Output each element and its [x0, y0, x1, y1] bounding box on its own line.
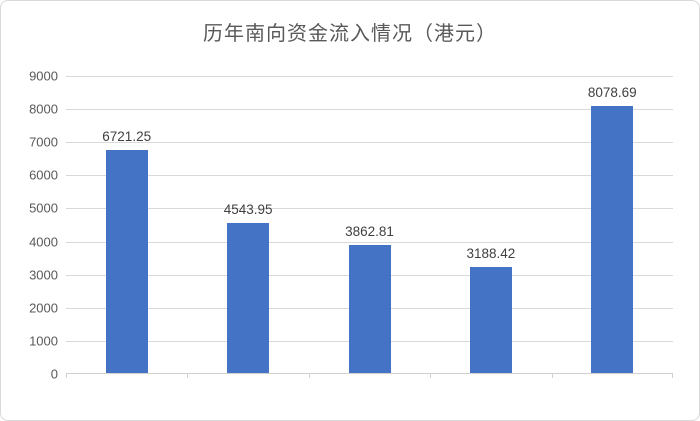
y-axis-tick-label: 6000 [29, 167, 58, 183]
gridline [66, 76, 673, 77]
bar [348, 245, 391, 373]
plot-area: 0 1000 2000 3000 4000 5000 6000 7000 8000 9000 672… [29, 69, 673, 382]
bar-value-label: 8078.69 [587, 84, 637, 100]
bar [105, 150, 148, 373]
y-axis-tick-label: 9000 [29, 68, 58, 84]
x-axis-tick [430, 374, 432, 378]
x-axis-tick [551, 374, 553, 378]
x-axis-tick [66, 374, 67, 378]
x-axis-tick [187, 374, 189, 378]
y-axis-tick-label: 3000 [29, 267, 58, 283]
y-axis-tick-label: 5000 [29, 200, 58, 216]
x-axis-line [66, 373, 673, 374]
y-axis-tick-label: 0 [50, 366, 58, 382]
y-axis-tick-label: 4000 [29, 234, 58, 250]
y-axis-tick-label: 1000 [29, 333, 58, 349]
bar-value-label: 6721.25 [102, 129, 152, 145]
y-axis-tick-label: 2000 [29, 300, 58, 316]
bar [591, 105, 634, 373]
y-axis-tick-label: 8000 [29, 101, 58, 117]
bar [227, 222, 270, 373]
gridline [66, 241, 673, 243]
gridline [66, 109, 673, 111]
gridline [66, 175, 673, 177]
bar-value-label: 4543.95 [223, 201, 273, 217]
bar-value-label: 3862.81 [345, 224, 394, 240]
chart-title: 历年南向资金流入情况（港元） [203, 23, 497, 45]
y-axis-tick-label: 7000 [29, 134, 58, 150]
x-axis-tick [672, 374, 673, 378]
bar [469, 267, 512, 373]
bar-value-label: 3188.42 [466, 246, 516, 262]
gridline [66, 142, 673, 144]
gridline [66, 208, 673, 210]
x-axis-tick [308, 374, 310, 378]
